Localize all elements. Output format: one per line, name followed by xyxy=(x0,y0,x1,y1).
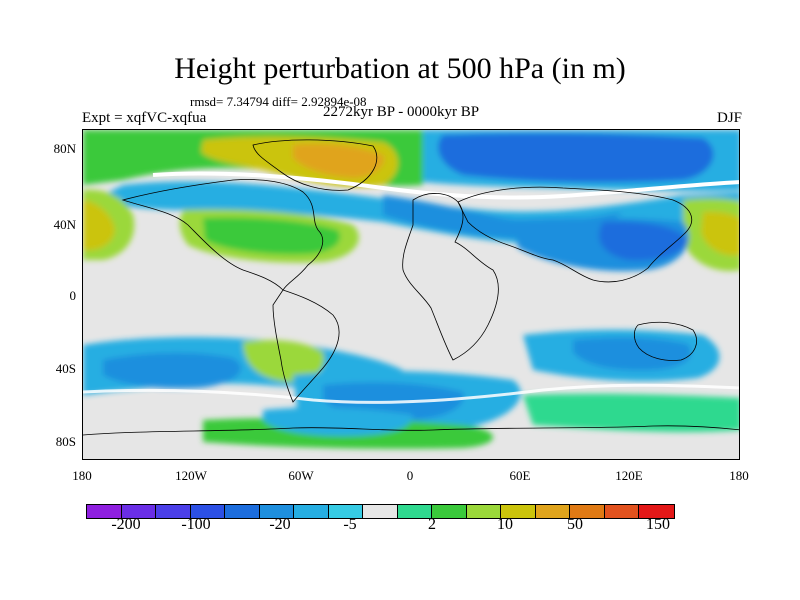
east-pacific-high-core xyxy=(701,211,739,256)
colorbar-label: 50 xyxy=(567,516,583,533)
experiment-label: Expt = xqfVC-xqfua xyxy=(82,110,207,126)
indian-ocean-low-core xyxy=(573,337,692,371)
colorbar-label: -5 xyxy=(343,516,357,533)
coastline-europe-africa xyxy=(402,193,499,361)
eurasian-arctic-core-region xyxy=(438,133,714,183)
colorbar-segment xyxy=(397,505,432,518)
colorbar-segment xyxy=(87,505,122,518)
colorbar-segment xyxy=(535,505,570,518)
colorbar-segment xyxy=(328,505,363,518)
lon-label: 180 xyxy=(72,468,92,483)
colorbar-segment xyxy=(466,505,501,518)
coastline-south-america xyxy=(272,289,340,403)
colorbar-segment xyxy=(639,505,674,518)
south-pacific-low-core xyxy=(103,352,241,389)
antarctic-low-region xyxy=(263,407,413,436)
zero-contour-south xyxy=(83,383,739,404)
lat-label: 40N xyxy=(53,217,76,232)
southern-ocean-high-region xyxy=(523,393,739,433)
map-panel xyxy=(82,129,740,460)
colorbar-segment xyxy=(259,505,294,518)
coastlines xyxy=(83,139,739,436)
coastline-north-america xyxy=(121,179,324,291)
north-pacific-high-core xyxy=(83,200,115,251)
colorbar-segment xyxy=(432,505,467,518)
coastline-asia xyxy=(457,186,693,283)
colorbar-segment xyxy=(121,505,156,518)
colorbar-label: 10 xyxy=(497,516,513,533)
lat-label: 0 xyxy=(69,288,77,303)
colorbar-label: -100 xyxy=(181,516,211,533)
lon-label: 180 xyxy=(729,468,749,483)
lon-label: 60E xyxy=(509,468,531,483)
lon-label: 120W xyxy=(175,468,207,483)
colorbar-segment xyxy=(225,505,260,518)
colorbar-segment xyxy=(190,505,225,518)
coastline-antarctica xyxy=(83,425,739,436)
lon-label: 60W xyxy=(288,468,314,483)
greenland-core-region xyxy=(293,143,384,178)
contour-map xyxy=(83,130,739,459)
season-label: DJF xyxy=(716,110,742,126)
lon-label: 0 xyxy=(406,468,414,483)
colorbar-segment xyxy=(156,505,191,518)
lat-label: 80N xyxy=(53,141,76,156)
south-america-high-region xyxy=(243,340,324,382)
colorbar-segment xyxy=(294,505,329,518)
colorbar-label: 2 xyxy=(428,516,436,533)
contour-fill-layer xyxy=(83,130,739,449)
coastline-australia xyxy=(633,321,697,361)
lat-label: 40S xyxy=(55,361,76,376)
colorbar-segment xyxy=(570,505,605,518)
map-title: Height perturbation at 500 hPa (in m) xyxy=(174,52,626,85)
rmsd-diff-stats: rmsd= 7.34794 diff= 2.92894e-08 xyxy=(190,94,367,109)
colorbar-label: -200 xyxy=(111,516,141,533)
colorbar-segment xyxy=(501,505,536,518)
colorbar-label: -20 xyxy=(269,516,291,533)
lat-label: 80S xyxy=(55,434,76,449)
colorbar-segment xyxy=(363,505,398,518)
period-label: 2272kyr BP - 0000kyr BP xyxy=(323,104,480,120)
colorbar xyxy=(86,504,675,519)
colorbar-label: 150 xyxy=(646,516,670,533)
north-america-high-core xyxy=(203,217,340,255)
lon-label: 120E xyxy=(615,468,643,483)
zero-contour-north xyxy=(152,171,739,200)
coastline-greenland xyxy=(252,139,378,191)
colorbar-segment xyxy=(604,505,639,518)
